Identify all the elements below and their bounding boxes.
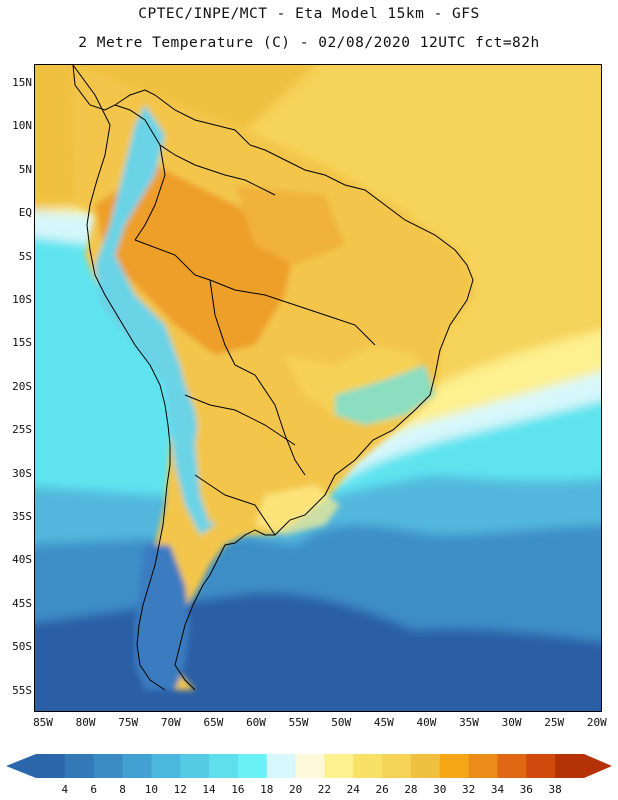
lat-label: 5N xyxy=(18,162,32,176)
lon-label: 50W xyxy=(331,716,352,729)
colorbar-label: 36 xyxy=(519,783,533,796)
lon-label: 45W xyxy=(373,716,394,729)
colorbar-label: 16 xyxy=(231,783,245,796)
colorbar-label: 38 xyxy=(548,783,562,796)
colorbar-label: 24 xyxy=(346,783,360,796)
lon-label: 60W xyxy=(246,716,266,729)
lat-label: 35S xyxy=(12,510,32,523)
colorbar-label: 32 xyxy=(462,783,476,796)
colorbar-swatch xyxy=(526,754,556,778)
lat-label: 15S xyxy=(12,336,32,350)
lon-label: 55W xyxy=(288,716,309,729)
patagonia xyxy=(135,545,190,690)
lat-label: 25S xyxy=(12,423,32,437)
colorbar-right-arrow xyxy=(584,754,612,778)
colorbar-swatch xyxy=(36,754,66,778)
colorbar-label: 26 xyxy=(375,783,389,796)
colorbar-swatch xyxy=(497,754,527,778)
lon-label: 20W xyxy=(586,716,607,729)
colorbar-label: 8 xyxy=(119,783,126,796)
colorbar-swatch xyxy=(237,754,268,778)
colorbar-label: 34 xyxy=(490,783,505,796)
colorbar-label: 6 xyxy=(90,783,97,796)
colorbar-label: 30 xyxy=(433,783,447,796)
lon-label: 70W xyxy=(160,716,181,729)
colorbar-label: 4 xyxy=(61,783,69,796)
colorbar-swatch xyxy=(324,754,354,778)
lat-label: 5S xyxy=(18,249,32,263)
lon-label: 25W xyxy=(544,716,565,729)
colorbar-swatch xyxy=(295,754,325,778)
lat-label: 40S xyxy=(12,553,32,567)
colorbar-swatch xyxy=(353,754,383,778)
lon-label: 35W xyxy=(459,716,479,729)
lat-label: 10S xyxy=(12,293,32,306)
lat-label: 10N xyxy=(12,119,32,133)
andes-cold xyxy=(95,105,215,535)
map-subtitle: 2 Metre Temperature (C) - 02/08/2020 12U… xyxy=(78,35,540,51)
lat-label: 55S xyxy=(12,683,32,697)
lat-label: 45S xyxy=(12,596,32,610)
temperature-map xyxy=(34,64,602,712)
colorbar-label: 10 xyxy=(144,783,158,796)
lon-label: 75W xyxy=(118,716,139,729)
colorbar-label: 18 xyxy=(260,783,274,796)
color-legend xyxy=(6,754,612,778)
colorbar-swatch xyxy=(180,754,210,778)
colorbar-swatch xyxy=(151,754,181,778)
colorbar-swatch xyxy=(93,754,124,778)
lon-label: 30W xyxy=(501,716,522,729)
lon-label: 40W xyxy=(416,716,437,729)
colorbar-swatch xyxy=(439,754,470,778)
colorbar-swatch xyxy=(410,754,441,778)
colorbar-label: 28 xyxy=(404,783,418,796)
colorbar-swatch xyxy=(122,754,152,778)
lon-label: 85W xyxy=(33,716,53,729)
colorbar-label: 14 xyxy=(202,783,216,796)
colorbar-swatch xyxy=(382,754,412,778)
colorbar-label: 12 xyxy=(173,783,187,796)
colorbar-swatch xyxy=(555,754,585,778)
lat-label: 15N xyxy=(12,76,32,89)
lat-label: 30S xyxy=(12,466,32,480)
lat-label: 20S xyxy=(12,379,32,393)
colorbar-swatch xyxy=(266,754,297,778)
colorbar-left-arrow xyxy=(6,754,36,778)
colorbar-swatch xyxy=(209,754,239,778)
lon-label: 80W xyxy=(75,716,96,729)
lat-label: 50S xyxy=(12,640,32,654)
map-title: CPTEC/INPE/MCT - Eta Model 15km - GFS xyxy=(138,6,480,22)
colorbar-label: 20 xyxy=(288,783,303,796)
lon-label: 65W xyxy=(203,716,224,729)
lat-label: EQ xyxy=(18,206,32,220)
colorbar-swatch xyxy=(468,754,498,778)
colorbar-label: 22 xyxy=(317,783,332,796)
colorbar-swatch xyxy=(64,754,95,778)
